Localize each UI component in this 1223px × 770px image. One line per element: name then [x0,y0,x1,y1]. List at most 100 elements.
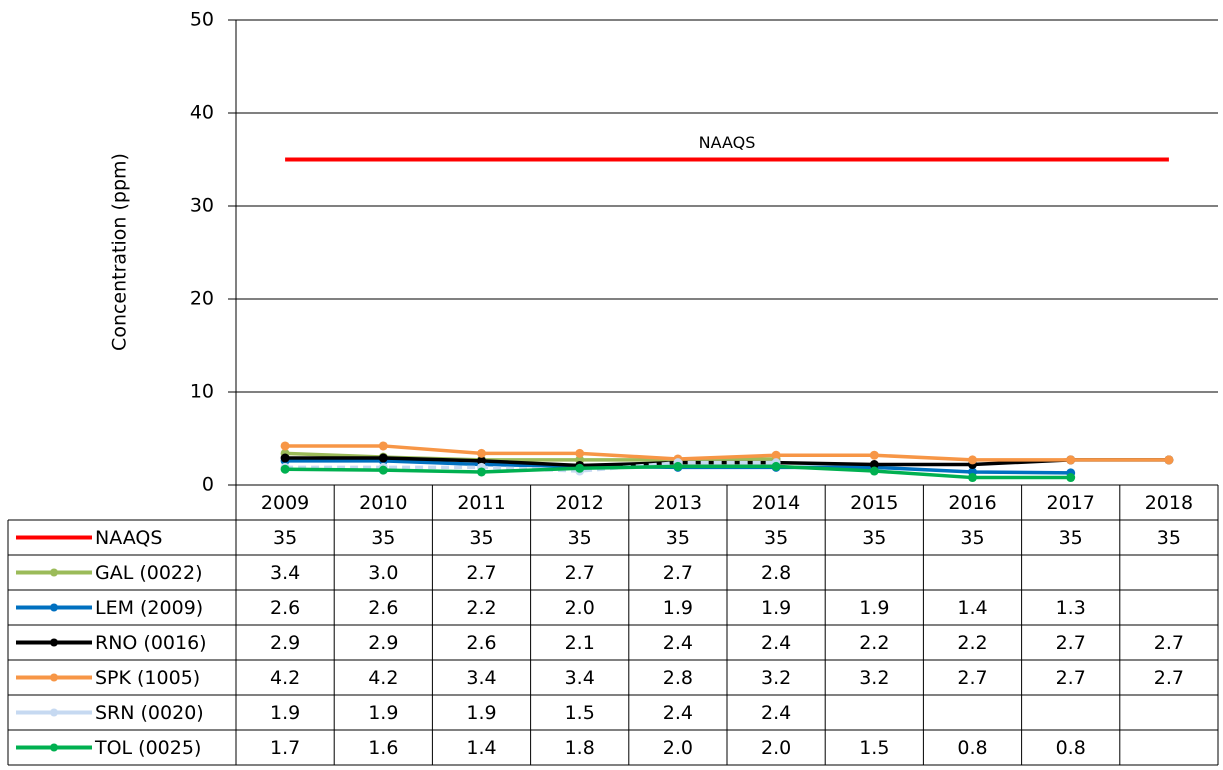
y-tick-label: 10 [190,381,214,403]
x-tick-label: 2016 [948,492,996,514]
legend-label: LEM (2009) [95,597,203,619]
table-value: 1.4 [466,737,496,759]
table-value: 2.7 [957,667,987,689]
table-value: 35 [1059,527,1083,549]
table-value: 0.8 [957,737,987,759]
series-line [285,460,777,473]
y-tick-label: 0 [202,474,214,496]
table-value: 1.9 [466,702,496,724]
table-value: 2.0 [761,737,791,759]
table-value: 2.7 [1154,667,1184,689]
table-value: 2.4 [663,632,693,654]
table-value: 2.7 [466,562,496,584]
table-value: 1.4 [957,597,987,619]
y-tick-label: 30 [190,195,214,217]
point [575,448,585,458]
table-value: 35 [568,527,592,549]
x-tick-label: 2018 [1145,492,1193,514]
table-value: 3.2 [859,667,889,689]
legend-label: RNO (0016) [95,632,207,654]
y-tick-label: 20 [190,288,214,310]
table-value: 1.5 [859,737,889,759]
point [869,450,879,460]
table-value: 3.4 [466,667,496,689]
table-value: 1.3 [1056,597,1086,619]
table-value: 1.9 [663,597,693,619]
table-value: 2.7 [663,562,693,584]
table-value: 1.9 [368,702,398,724]
table-value: 2.2 [957,632,987,654]
table-value: 1.9 [761,597,791,619]
table-value: 0.8 [1056,737,1086,759]
legend-marker [50,603,58,612]
legend-marker [50,568,58,577]
table-value: 1.6 [368,737,398,759]
table-value: 1.7 [270,737,300,759]
point [869,466,879,476]
table-value: 1.8 [565,737,595,759]
point [280,453,290,463]
y-tick-label: 40 [190,102,214,124]
point [378,453,388,463]
table-value: 2.2 [859,632,889,654]
point [1066,455,1076,465]
table-value: 35 [666,527,690,549]
table-value: 35 [371,527,395,549]
table-value: 3.0 [368,562,398,584]
table-value: 2.9 [368,632,398,654]
point [771,461,781,471]
table-value: 2.7 [1056,667,1086,689]
table-value: 3.4 [565,667,595,689]
x-tick-label: 2009 [261,492,309,514]
legend-label: SPK (1005) [95,667,200,689]
x-tick-label: 2010 [359,492,407,514]
point [280,464,290,474]
point [771,450,781,460]
x-tick-label: 2014 [752,492,800,514]
point [280,441,290,451]
table-value: 2.9 [270,632,300,654]
table-value: 35 [273,527,297,549]
table-value: 35 [960,527,984,549]
legend-label: SRN (0020) [95,702,204,724]
table-value: 2.4 [761,632,791,654]
table-value: 4.2 [368,667,398,689]
table-value: 4.2 [270,667,300,689]
table-value: 2.8 [663,667,693,689]
point [1066,473,1076,483]
table-value: 2.7 [1154,632,1184,654]
point [968,455,977,465]
point [477,448,486,458]
table-value: 2.0 [663,737,693,759]
x-tick-label: 2017 [1047,492,1095,514]
table-value: 2.6 [368,597,398,619]
y-axis-label: Concentration (ppm) [109,153,131,351]
table-value: 35 [862,527,886,549]
legend-label: GAL (0022) [95,562,203,584]
legend-marker [50,638,58,647]
table-value: 1.9 [270,702,300,724]
table-value: 2.1 [565,632,595,654]
y-tick-label: 50 [190,9,214,31]
table-value: 2.4 [663,702,693,724]
legend-marker [50,743,58,752]
legend-label: NAAQS [95,527,162,549]
table-value: 2.6 [466,632,496,654]
legend-marker [50,708,58,717]
table-value: 3.4 [270,562,300,584]
table-value: 2.0 [565,597,595,619]
point [378,465,388,475]
table-value: 2.6 [270,597,300,619]
table-value: 1.9 [859,597,889,619]
table-value: 2.7 [1056,632,1086,654]
table-value: 35 [764,527,788,549]
point [673,461,683,471]
table-value: 3.2 [761,667,791,689]
x-tick-label: 2011 [457,492,505,514]
table-value: 1.5 [565,702,595,724]
series-line [285,444,1169,462]
table-value: 2.2 [466,597,496,619]
table-value: 2.8 [761,562,791,584]
x-tick-label: 2013 [654,492,702,514]
